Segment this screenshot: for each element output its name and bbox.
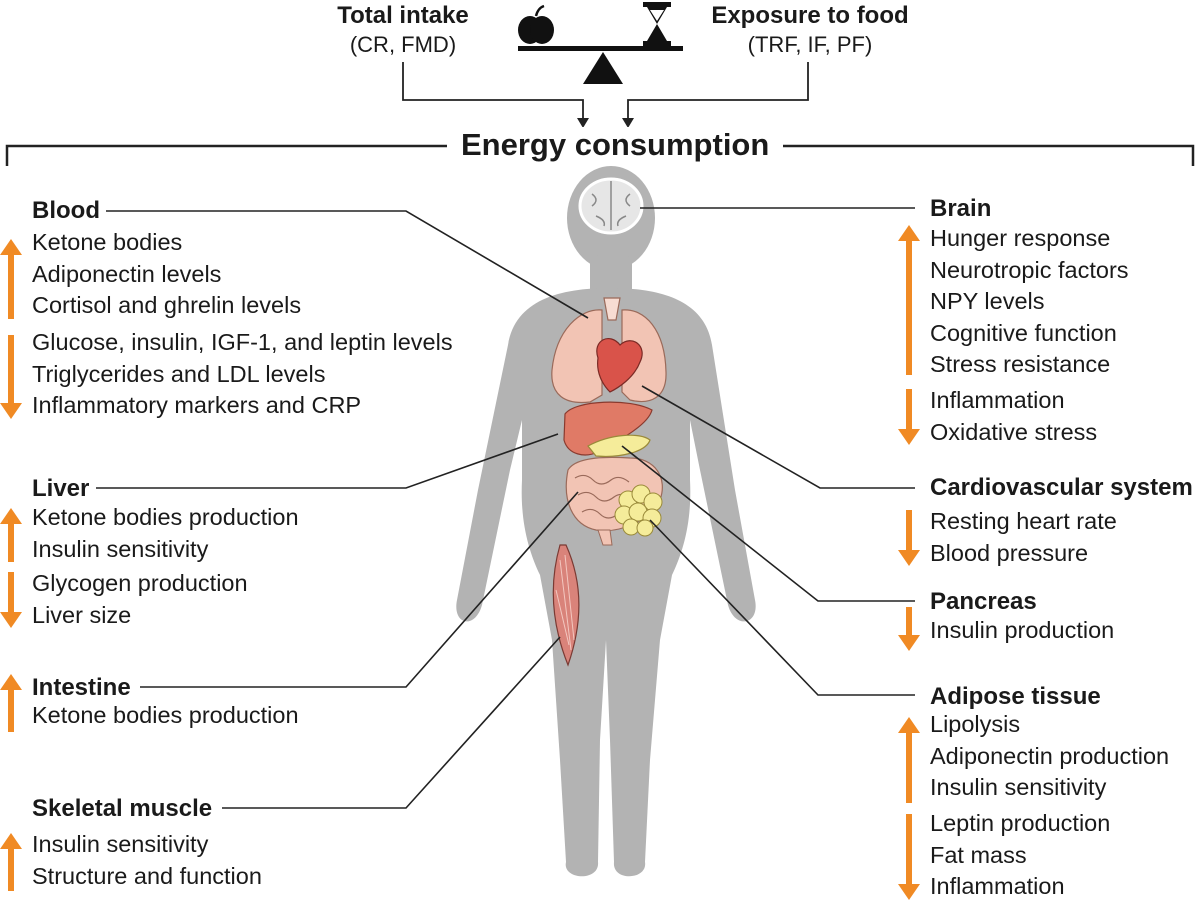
brain-increase-group: Hunger response Neurotropic factors NPY … [898,223,1129,381]
list-item: Oxidative stress [930,418,1098,445]
adipose-increase-group: Lipolysis Adiponectin production Insulin… [898,709,1169,803]
up-arrow-icon [0,508,22,562]
list-item: Inflammatory markers and CRP [32,392,362,418]
balance-scale-icon [518,46,683,84]
list-item: Adiponectin production [930,742,1170,769]
list-item: Cortisol and ghrelin levels [32,292,302,318]
apple-icon [518,4,554,44]
list-item: Lipolysis [930,711,1021,737]
blood-increase-group: Ketone bodies Adiponectin levels Cortiso… [0,227,301,321]
down-arrow-icon [898,510,920,566]
exposure-sub: (TRF, IF, PF) [747,32,873,57]
total-intake-title: Total intake [337,2,469,29]
adipose-tissue-icon [614,484,663,537]
up-arrow-icon [898,717,920,803]
hourglass-icon [643,2,671,46]
up-arrow-icon [0,239,22,319]
leader-lines [96,207,915,809]
up-arrow-icon [0,674,22,732]
list-item: Blood pressure [930,539,1089,566]
adipose-heading: Adipose tissue [930,683,1101,710]
list-item: Insulin sensitivity [930,774,1107,800]
up-arrow-icon [898,225,920,375]
cardiovascular-decrease-group: Resting heart rate Blood pressure [898,506,1117,569]
list-item: Resting heart rate [930,508,1117,534]
list-item: Structure and function [32,862,262,889]
up-arrow-icon [0,833,22,891]
list-item: Ketone bodies production [32,504,299,530]
exposure-title: Exposure to food [711,2,909,29]
heart-icon [596,338,643,393]
arrowhead-left [577,118,589,128]
list-item: Inflammation [930,387,1065,413]
down-arrow-icon [898,389,920,445]
liver-icon [563,401,653,456]
blood-heading: Blood [32,197,100,224]
list-item: Leptin production [930,810,1111,836]
list-item: Ketone bodies [32,229,183,255]
liver-increase-group: Ketone bodies production Insulin sensiti… [0,502,299,565]
exposure-block: Exposure to food (TRF, IF, PF) [700,2,920,60]
arrowhead-right [622,118,634,128]
liver-heading: Liver [32,475,90,502]
list-item: Glycogen production [32,570,248,596]
brain-heading: Brain [930,195,992,222]
list-item: Inflammation [930,873,1065,899]
list-item: Neurotropic factors [930,256,1129,283]
pancreas-decrease-group: Insulin production [898,607,1115,651]
page-title: Energy consumption [447,127,784,163]
total-intake-sub: (CR, FMD) [349,32,457,57]
cardiovascular-heading: Cardiovascular system [930,474,1193,501]
skeletal-muscle-icon [552,544,580,667]
intestine-heading: Intestine [32,674,131,701]
list-item: NPY levels [930,288,1045,314]
lungs-icon [551,297,667,404]
brain-icon [578,177,644,235]
list-item: Glucose, insulin, IGF-1, and leptin leve… [32,329,453,355]
adipose-decrease-group: Leptin production Fat mass Inflammation [898,808,1110,902]
skeletal-muscle-heading: Skeletal muscle [32,795,213,822]
blood-decrease-group: Glucose, insulin, IGF-1, and leptin leve… [0,327,453,421]
down-arrow-icon [0,572,22,628]
list-item: Triglycerides and LDL levels [32,360,326,387]
list-item: Cognitive function [930,319,1117,346]
list-item: Hunger response [930,225,1111,251]
connector-lines-top [402,62,809,120]
down-arrow-icon [898,607,920,651]
list-item: Fat mass [930,841,1027,868]
total-intake-block: Total intake (CR, FMD) [300,2,506,60]
list-item: Liver size [32,601,132,628]
liver-decrease-group: Glycogen production Liver size [0,568,248,631]
down-arrow-icon [898,814,920,900]
list-item: Ketone bodies production [32,702,299,728]
list-item: Stress resistance [930,351,1111,377]
down-arrow-icon [0,335,22,419]
intestine-increase-group: Ketone bodies production [0,674,299,734]
list-item: Adiponectin levels [32,260,222,287]
list-item: Insulin sensitivity [32,535,209,562]
pancreas-heading: Pancreas [930,588,1037,615]
brain-decrease-group: Inflammation Oxidative stress [898,385,1097,448]
skeletal-muscle-increase-group: Insulin sensitivity Structure and functi… [0,829,262,892]
list-item: Insulin production [930,617,1115,643]
list-item: Insulin sensitivity [32,831,209,857]
pancreas-icon [587,434,651,457]
